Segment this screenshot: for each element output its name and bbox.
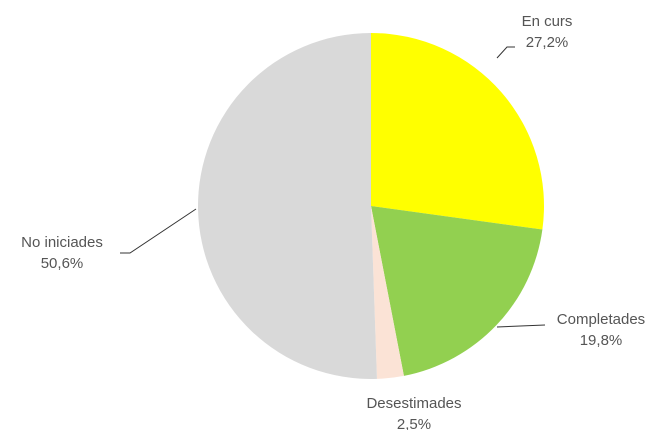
- pie-slice: [197, 33, 377, 380]
- leader-line: [496, 324, 546, 328]
- pie-slice: [371, 206, 404, 379]
- slice-value-label: 27,2%: [526, 34, 569, 51]
- pie-slice: [371, 33, 544, 230]
- slice-label: No iniciades: [21, 234, 103, 251]
- slice-label: En curs: [522, 13, 573, 30]
- pie-slice: [371, 206, 543, 376]
- slice-value-label: 19,8%: [580, 332, 623, 349]
- leader-line: [120, 208, 197, 254]
- slice-label: Completades: [557, 311, 645, 328]
- slice-label: Desestimades: [366, 395, 461, 412]
- slice-value-label: 2,5%: [397, 416, 431, 430]
- slice-value-label: 50,6%: [41, 255, 84, 272]
- leader-line: [496, 46, 515, 59]
